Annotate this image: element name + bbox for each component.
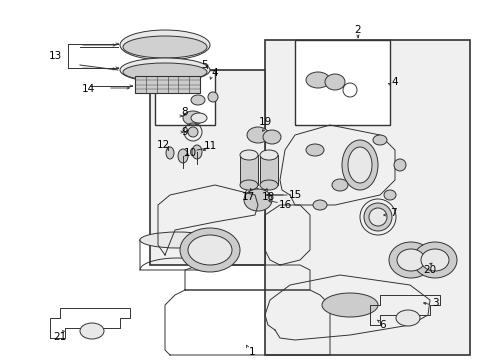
Ellipse shape xyxy=(420,249,448,271)
Text: 9: 9 xyxy=(182,127,188,137)
Ellipse shape xyxy=(187,235,231,265)
Ellipse shape xyxy=(393,159,405,171)
Text: 16: 16 xyxy=(278,200,291,210)
Bar xyxy=(294,40,389,125)
Bar xyxy=(135,76,200,93)
Bar xyxy=(240,155,258,185)
Ellipse shape xyxy=(247,190,258,200)
Text: 4: 4 xyxy=(211,68,218,78)
Ellipse shape xyxy=(325,74,345,90)
Ellipse shape xyxy=(187,127,198,137)
Ellipse shape xyxy=(191,95,204,105)
Ellipse shape xyxy=(178,149,187,163)
Ellipse shape xyxy=(396,249,424,271)
Ellipse shape xyxy=(191,113,206,123)
Ellipse shape xyxy=(263,130,281,144)
Ellipse shape xyxy=(383,190,395,200)
Ellipse shape xyxy=(388,242,432,278)
Ellipse shape xyxy=(123,63,206,81)
Text: 15: 15 xyxy=(288,190,301,200)
Ellipse shape xyxy=(305,144,324,156)
Ellipse shape xyxy=(246,127,268,143)
Text: 4: 4 xyxy=(391,77,398,87)
Text: 19: 19 xyxy=(258,117,271,127)
Text: 10: 10 xyxy=(183,148,196,158)
Ellipse shape xyxy=(240,180,258,190)
Ellipse shape xyxy=(331,179,347,191)
Text: 6: 6 xyxy=(379,320,386,330)
Ellipse shape xyxy=(363,203,391,231)
Ellipse shape xyxy=(180,228,240,272)
Text: 13: 13 xyxy=(48,51,61,61)
Ellipse shape xyxy=(260,150,278,160)
Text: 21: 21 xyxy=(53,332,66,342)
Bar xyxy=(150,70,264,265)
Text: 18: 18 xyxy=(261,192,274,202)
Ellipse shape xyxy=(372,135,386,145)
Ellipse shape xyxy=(183,111,203,125)
Ellipse shape xyxy=(140,232,215,248)
Ellipse shape xyxy=(120,30,209,60)
Text: 11: 11 xyxy=(203,141,216,151)
Ellipse shape xyxy=(120,58,209,82)
Text: 3: 3 xyxy=(431,298,437,308)
Ellipse shape xyxy=(312,200,326,210)
Ellipse shape xyxy=(240,150,258,160)
Ellipse shape xyxy=(192,145,202,159)
Ellipse shape xyxy=(244,189,271,211)
Ellipse shape xyxy=(368,208,386,226)
Ellipse shape xyxy=(321,293,377,317)
Text: 2: 2 xyxy=(354,25,361,35)
Text: 20: 20 xyxy=(423,265,436,275)
Text: 17: 17 xyxy=(241,192,254,202)
Ellipse shape xyxy=(260,180,278,190)
Ellipse shape xyxy=(123,36,206,58)
Text: 1: 1 xyxy=(248,347,255,357)
Ellipse shape xyxy=(341,140,377,190)
Bar xyxy=(155,70,215,125)
Text: 14: 14 xyxy=(81,84,95,94)
Ellipse shape xyxy=(80,323,104,339)
Ellipse shape xyxy=(165,147,174,159)
Bar xyxy=(260,155,278,185)
Text: 5: 5 xyxy=(201,60,208,70)
Text: 12: 12 xyxy=(156,140,169,150)
Ellipse shape xyxy=(347,147,371,183)
Text: 8: 8 xyxy=(182,107,188,117)
Ellipse shape xyxy=(305,72,329,88)
Text: 7: 7 xyxy=(389,208,395,218)
Ellipse shape xyxy=(395,310,419,326)
Bar xyxy=(264,40,469,355)
Ellipse shape xyxy=(412,242,456,278)
Ellipse shape xyxy=(207,92,218,102)
